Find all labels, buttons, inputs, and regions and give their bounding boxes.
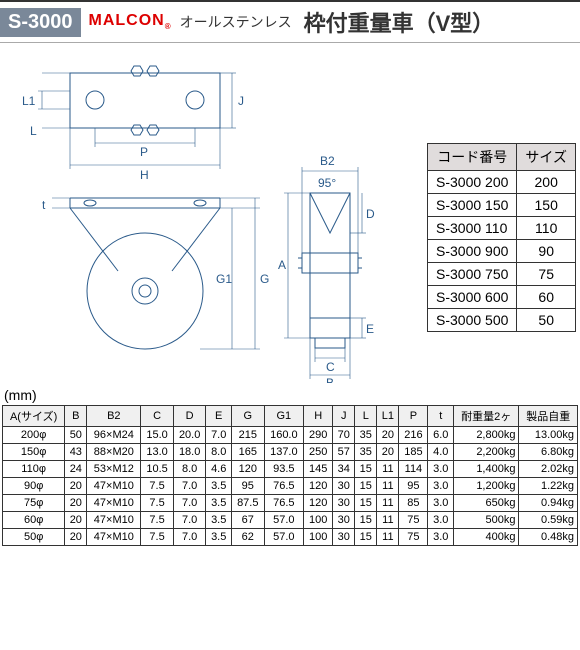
dim-L1: L1 bbox=[22, 94, 36, 108]
spec-table-header: 製品自重 bbox=[519, 406, 578, 427]
spec-table-header: 耐重量2ヶ bbox=[454, 406, 519, 427]
code-table-row: S-3000 150150 bbox=[428, 194, 576, 217]
dim-t: t bbox=[42, 198, 46, 212]
spec-table-header: G bbox=[231, 406, 264, 427]
spec-table-header: G1 bbox=[264, 406, 304, 427]
dim-B2: B2 bbox=[320, 154, 335, 168]
dim-E: E bbox=[366, 322, 374, 336]
spec-table-header: P bbox=[399, 406, 428, 427]
spec-table-row: 60φ2047×M107.57.03.56757.0100301511753.0… bbox=[3, 512, 578, 529]
product-code-badge: S-3000 bbox=[0, 8, 81, 37]
unit-label: (mm) bbox=[4, 387, 580, 403]
dim-J: J bbox=[238, 94, 244, 108]
spec-table-header: D bbox=[173, 406, 206, 427]
spec-table-header: t bbox=[428, 406, 454, 427]
spec-table-row: 90φ2047×M107.57.03.59576.5120301511953.0… bbox=[3, 478, 578, 495]
technical-diagram: L1 L J P H bbox=[0, 43, 380, 383]
main-area: L1 L J P H bbox=[0, 43, 580, 383]
spec-table-row: 110φ2453×M1210.58.04.612093.514534151111… bbox=[3, 461, 578, 478]
product-subtitle: オールステンレス bbox=[180, 12, 292, 32]
dim-angle: 95° bbox=[318, 176, 336, 190]
spec-table-header: H bbox=[304, 406, 333, 427]
dim-D: D bbox=[366, 207, 375, 221]
product-title: 枠付重量車（V型） bbox=[304, 6, 495, 38]
spec-table-row: 75φ2047×M107.57.03.587.576.5120301511853… bbox=[3, 495, 578, 512]
code-table-header: コード番号 bbox=[428, 144, 517, 171]
code-table-row: S-3000 60060 bbox=[428, 286, 576, 309]
spec-table-header: L bbox=[355, 406, 377, 427]
dim-G1: G1 bbox=[216, 272, 232, 286]
spec-table-header: C bbox=[141, 406, 174, 427]
dim-C: C bbox=[326, 360, 335, 374]
code-table-row: S-3000 75075 bbox=[428, 263, 576, 286]
spec-table-row: 150φ4388×M2013.018.08.0165137.0250573520… bbox=[3, 444, 578, 461]
spec-table-header: A(サイズ) bbox=[3, 406, 65, 427]
code-table-row: S-3000 90090 bbox=[428, 240, 576, 263]
dim-A: A bbox=[278, 258, 286, 272]
dim-L: L bbox=[30, 124, 37, 138]
spec-table-row: 200φ5096×M2415.020.07.0215160.0290703520… bbox=[3, 427, 578, 444]
dim-B: B bbox=[326, 376, 334, 383]
product-header: S-3000 MALCON® オールステンレス 枠付重量車（V型） bbox=[0, 0, 580, 43]
code-size-table: コード番号サイズ S-3000 200200S-3000 150150S-300… bbox=[427, 143, 576, 332]
code-table-row: S-3000 50050 bbox=[428, 309, 576, 332]
code-table-row: S-3000 110110 bbox=[428, 217, 576, 240]
brand-logo: MALCON® bbox=[89, 12, 172, 31]
dim-G: G bbox=[260, 272, 269, 286]
spec-table-header: J bbox=[333, 406, 355, 427]
dim-P: P bbox=[140, 145, 148, 159]
spec-table-header: L1 bbox=[377, 406, 399, 427]
dim-H: H bbox=[140, 168, 149, 182]
spec-table-row: 50φ2047×M107.57.03.56257.0100301511753.0… bbox=[3, 529, 578, 546]
spec-table-header: B bbox=[65, 406, 87, 427]
code-table-header: サイズ bbox=[517, 144, 576, 171]
code-table-row: S-3000 200200 bbox=[428, 171, 576, 194]
spec-table: A(サイズ)BB2CDEGG1HJLL1Pt耐重量2ヶ製品自重 200φ5096… bbox=[2, 405, 578, 546]
spec-table-header: E bbox=[206, 406, 232, 427]
spec-table-header: B2 bbox=[87, 406, 141, 427]
